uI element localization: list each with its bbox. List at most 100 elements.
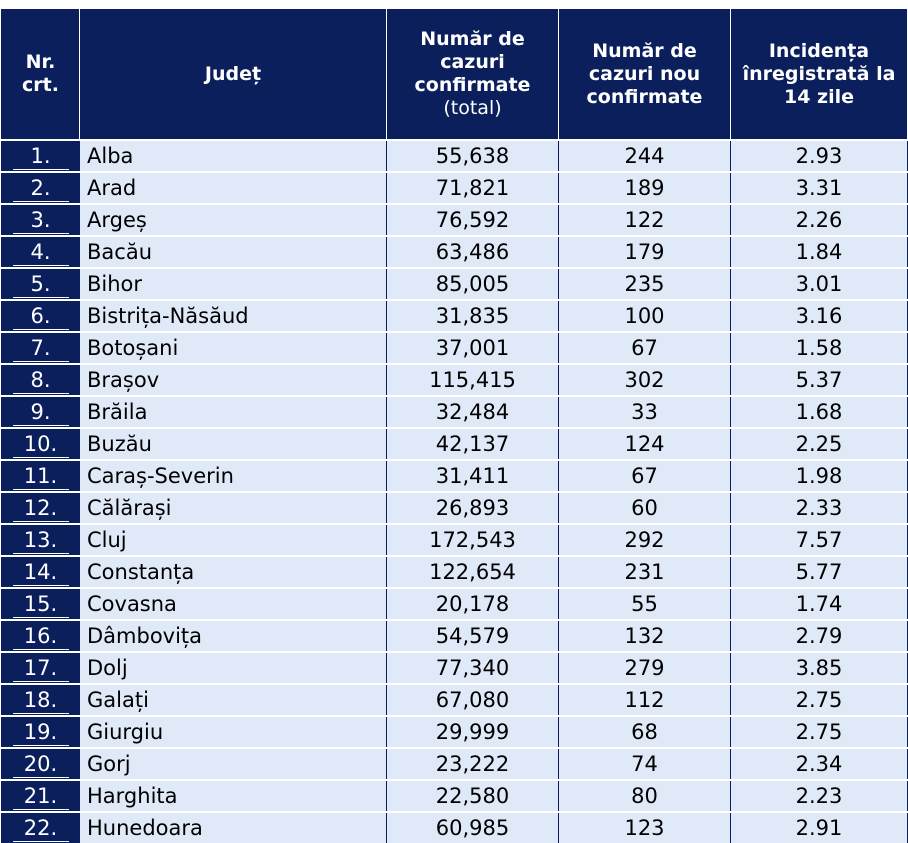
row-number-cell: 9. xyxy=(1,395,80,428)
new-cases-cell: 33 xyxy=(558,395,731,428)
table-row: 14. Constanța 122,654 231 5.77 xyxy=(1,555,908,588)
row-number: 14. xyxy=(12,559,69,586)
table-row: 5. Bihor 85,005 235 3.01 xyxy=(1,267,908,300)
total-cases-cell: 55,638 xyxy=(386,139,559,172)
incidence-14-days-cell: 7.57 xyxy=(730,523,908,556)
incidence-14-days-cell: 2.75 xyxy=(730,683,908,716)
new-cases-cell: 122 xyxy=(558,203,731,236)
row-number: 22. xyxy=(12,815,69,842)
table-row: 6. Bistrița-Năsăud 31,835 100 3.16 xyxy=(1,299,908,332)
row-number: 7. xyxy=(12,335,69,362)
incidence-14-days-cell: 1.84 xyxy=(730,235,908,268)
header-row: Nr. crt. Județ Număr de cazuri confirmat… xyxy=(1,8,908,141)
row-number: 20. xyxy=(12,751,69,778)
row-number: 18. xyxy=(12,687,69,714)
row-number-cell: 7. xyxy=(1,331,80,364)
county-name-cell: Giurgiu xyxy=(79,715,387,748)
incidence-14-days-cell: 2.91 xyxy=(730,811,908,843)
incidence-14-days-cell: 1.58 xyxy=(730,331,908,364)
row-number: 19. xyxy=(12,719,69,746)
county-name-cell: Constanța xyxy=(79,555,387,588)
row-number: 11. xyxy=(12,463,69,490)
row-number: 21. xyxy=(12,783,69,810)
row-number: 5. xyxy=(12,271,69,298)
incidence-14-days-cell: 3.31 xyxy=(730,171,908,204)
row-number-cell: 12. xyxy=(1,491,80,524)
total-cases-cell: 26,893 xyxy=(386,491,559,524)
row-number-cell: 10. xyxy=(1,427,80,460)
incidence-14-days-cell: 3.01 xyxy=(730,267,908,300)
table-row: 12. Călărași 26,893 60 2.33 xyxy=(1,491,908,524)
total-cases-cell: 67,080 xyxy=(386,683,559,716)
total-cases-cell: 29,999 xyxy=(386,715,559,748)
county-name-cell: Călărași xyxy=(79,491,387,524)
total-cases-cell: 42,137 xyxy=(386,427,559,460)
table-row: 19. Giurgiu 29,999 68 2.75 xyxy=(1,715,908,748)
row-number-cell: 18. xyxy=(1,683,80,716)
table-row: 2. Arad 71,821 189 3.31 xyxy=(1,171,908,204)
incidence-14-days-cell: 2.25 xyxy=(730,427,908,460)
row-number: 6. xyxy=(12,303,69,330)
row-number: 17. xyxy=(12,655,69,682)
new-cases-cell: 80 xyxy=(558,779,731,812)
incidence-14-days-cell: 3.16 xyxy=(730,299,908,332)
new-cases-cell: 244 xyxy=(558,139,731,172)
county-name-cell: Galați xyxy=(79,683,387,716)
total-cases-cell: 172,543 xyxy=(386,523,559,556)
covid-cases-table: Nr. crt. Județ Număr de cazuri confirmat… xyxy=(1,8,908,843)
total-cases-cell: 85,005 xyxy=(386,267,559,300)
header-total-sub: (total) xyxy=(443,97,502,119)
incidence-14-days-cell: 1.68 xyxy=(730,395,908,428)
table-row: 3. Argeș 76,592 122 2.26 xyxy=(1,203,908,236)
new-cases-cell: 74 xyxy=(558,747,731,780)
incidence-14-days-cell: 2.23 xyxy=(730,779,908,812)
header-nr: Nr. crt. xyxy=(1,8,80,141)
header-judet: Județ xyxy=(79,8,387,141)
county-name-cell: Cluj xyxy=(79,523,387,556)
incidence-14-days-cell: 2.34 xyxy=(730,747,908,780)
new-cases-cell: 60 xyxy=(558,491,731,524)
total-cases-cell: 71,821 xyxy=(386,171,559,204)
county-name-cell: Argeș xyxy=(79,203,387,236)
row-number-cell: 2. xyxy=(1,171,80,204)
new-cases-cell: 68 xyxy=(558,715,731,748)
row-number-cell: 15. xyxy=(1,587,80,620)
county-name-cell: Covasna xyxy=(79,587,387,620)
county-name-cell: Hunedoara xyxy=(79,811,387,843)
header-total-label: Număr de cazuri confirmate xyxy=(414,28,531,96)
row-number: 13. xyxy=(12,527,69,554)
county-name-cell: Dâmbovița xyxy=(79,619,387,652)
total-cases-cell: 23,222 xyxy=(386,747,559,780)
total-cases-cell: 54,579 xyxy=(386,619,559,652)
row-number-cell: 14. xyxy=(1,555,80,588)
table-header: Nr. crt. Județ Număr de cazuri confirmat… xyxy=(1,8,908,141)
incidence-14-days-cell: 5.77 xyxy=(730,555,908,588)
row-number-cell: 13. xyxy=(1,523,80,556)
row-number-cell: 8. xyxy=(1,363,80,396)
row-number-cell: 6. xyxy=(1,299,80,332)
county-name-cell: Dolj xyxy=(79,651,387,684)
new-cases-cell: 124 xyxy=(558,427,731,460)
incidence-14-days-cell: 2.79 xyxy=(730,619,908,652)
row-number: 2. xyxy=(12,175,69,202)
row-number-cell: 3. xyxy=(1,203,80,236)
new-cases-cell: 179 xyxy=(558,235,731,268)
row-number-cell: 11. xyxy=(1,459,80,492)
row-number-cell: 19. xyxy=(1,715,80,748)
row-number-cell: 17. xyxy=(1,651,80,684)
incidence-14-days-cell: 3.85 xyxy=(730,651,908,684)
total-cases-cell: 60,985 xyxy=(386,811,559,843)
new-cases-cell: 67 xyxy=(558,331,731,364)
county-name-cell: Bihor xyxy=(79,267,387,300)
county-name-cell: Arad xyxy=(79,171,387,204)
table-row: 13. Cluj 172,543 292 7.57 xyxy=(1,523,908,556)
row-number: 10. xyxy=(12,431,69,458)
table-row: 7. Botoșani 37,001 67 1.58 xyxy=(1,331,908,364)
incidence-14-days-cell: 5.37 xyxy=(730,363,908,396)
row-number-cell: 4. xyxy=(1,235,80,268)
county-name-cell: Harghita xyxy=(79,779,387,812)
row-number: 9. xyxy=(12,399,69,426)
total-cases-cell: 76,592 xyxy=(386,203,559,236)
total-cases-cell: 31,835 xyxy=(386,299,559,332)
